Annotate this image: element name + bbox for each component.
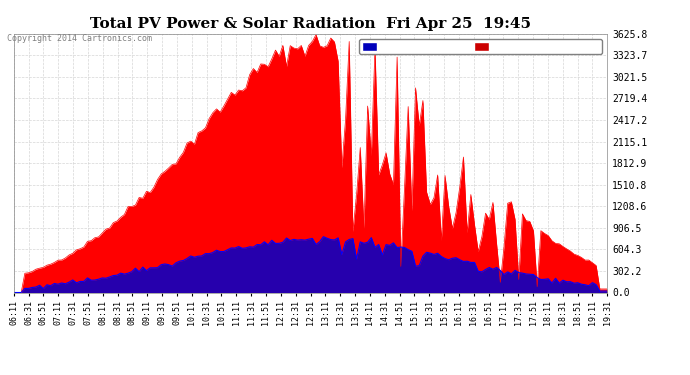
Legend: Radiation  (W/m2), PV Panels  (DC Watts): Radiation (W/m2), PV Panels (DC Watts): [359, 39, 602, 54]
Title: Total PV Power & Solar Radiation  Fri Apr 25  19:45: Total PV Power & Solar Radiation Fri Apr…: [90, 17, 531, 31]
Text: Copyright 2014 Cartronics.com: Copyright 2014 Cartronics.com: [7, 34, 152, 43]
